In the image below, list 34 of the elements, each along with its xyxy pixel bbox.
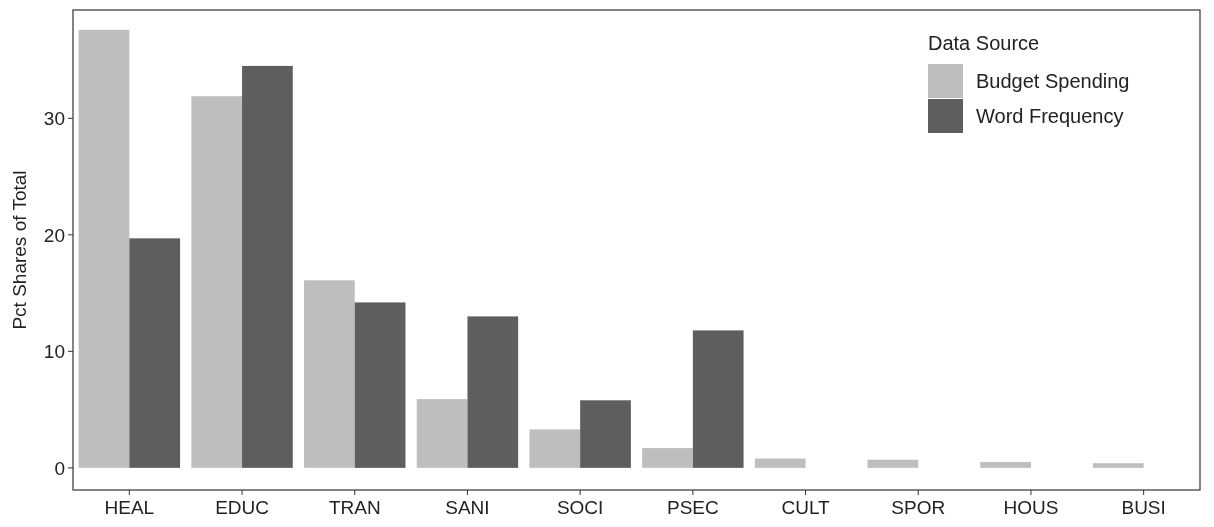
bar (191, 96, 243, 468)
bar (242, 65, 293, 468)
bar (78, 29, 130, 468)
x-tick-label: EDUC (215, 497, 269, 518)
y-tick-label: 30 (43, 108, 65, 129)
bar (1092, 463, 1144, 468)
x-tick-label: CULT (781, 497, 831, 518)
bar (867, 459, 919, 468)
x-tick-label: HEAL (104, 497, 155, 518)
y-tick-label: 20 (43, 224, 65, 246)
x-tick-label: HOUS (1003, 497, 1059, 518)
bar (980, 462, 1031, 468)
x-tick-label: SANI (445, 497, 490, 518)
bar (692, 330, 744, 468)
x-tick-label: TRAN (328, 497, 381, 518)
legend-title: Data Source (928, 32, 1040, 54)
bar (467, 316, 519, 468)
y-tick-label: 0 (54, 457, 65, 479)
legend-label: Word Frequency (976, 105, 1124, 127)
bar (304, 280, 355, 468)
bar (754, 458, 806, 468)
x-tick-label: SPOR (891, 497, 946, 518)
bar (129, 238, 181, 468)
x-tick-label: SOCI (556, 497, 604, 518)
y-tick-label: 10 (43, 341, 65, 363)
y-axis-title: Pct Shares of Total (9, 170, 30, 330)
bar (529, 429, 581, 468)
bar (580, 400, 631, 468)
x-tick-label: PSEC (666, 497, 719, 518)
bar (416, 399, 468, 468)
x-tick-label: BUSI (1121, 497, 1166, 518)
bar (354, 302, 406, 468)
legend-label: Budget Spending (976, 70, 1130, 92)
bar (642, 448, 693, 468)
